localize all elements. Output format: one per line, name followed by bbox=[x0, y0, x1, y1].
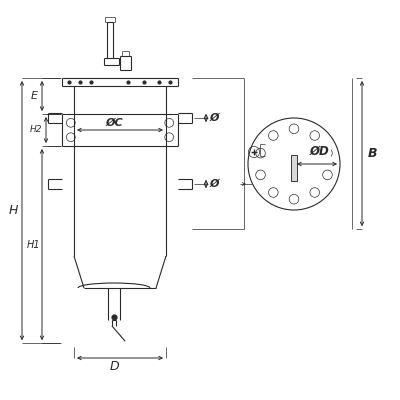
Text: E: E bbox=[30, 91, 38, 101]
Text: H1: H1 bbox=[26, 240, 40, 250]
Bar bbox=[291, 155, 297, 181]
Text: H2: H2 bbox=[30, 126, 42, 134]
Text: B: B bbox=[367, 147, 377, 160]
Text: D: D bbox=[109, 360, 119, 373]
Text: H: H bbox=[8, 204, 18, 217]
Text: ØC: ØC bbox=[105, 118, 123, 128]
Text: ØD: ØD bbox=[310, 145, 329, 158]
Text: Ø: Ø bbox=[209, 179, 219, 189]
Text: Ø: Ø bbox=[209, 113, 219, 123]
